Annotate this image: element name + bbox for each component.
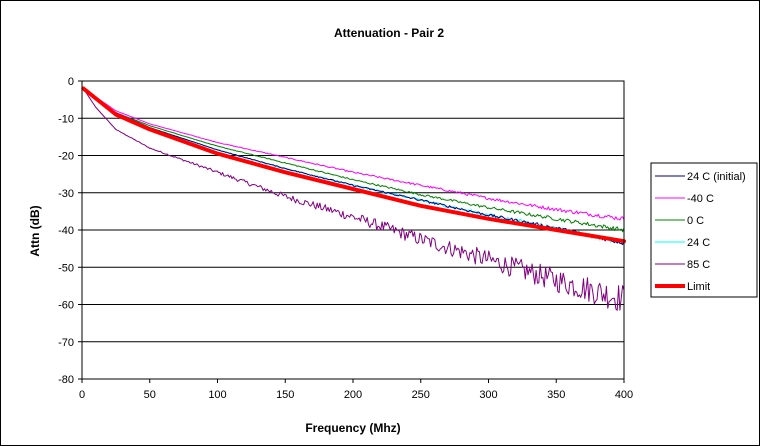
y-tick-label: -10 [58, 113, 74, 125]
y-tick-label: -80 [58, 374, 74, 386]
legend-label-24-c-initial: 24 C (initial) [687, 171, 746, 183]
y-tick-label: -50 [58, 262, 74, 274]
x-tick-label: 350 [547, 389, 565, 401]
legend-box [650, 162, 758, 298]
y-tick-label: -30 [58, 188, 74, 200]
y-tick-label: -40 [58, 225, 74, 237]
x-tick-label: 0 [79, 389, 85, 401]
series-line-85-c [82, 87, 625, 311]
legend: 24 C (initial) -40 C 0 C 24 C 85 C Limit [650, 162, 758, 298]
x-tick-label: 200 [344, 389, 362, 401]
x-tick-label: 50 [144, 389, 156, 401]
y-tick-label: -60 [58, 300, 74, 312]
axis-ticks: 0 -10 -20 -30 -40 -50 -60 -70 -80 0 50 100 150 200 250… [58, 76, 633, 401]
legend-label-0-c: 0 C [687, 215, 704, 227]
x-tick-label: 100 [208, 389, 226, 401]
series-line-24-c-initial [82, 87, 625, 246]
legend-label-limit: Limit [687, 281, 710, 293]
series-lines [81, 86, 626, 311]
chart-title: Attenuation - Pair 2 [334, 26, 444, 40]
x-tick-label: 250 [412, 389, 430, 401]
x-tick-label: 400 [615, 389, 633, 401]
x-tick-label: 150 [276, 389, 294, 401]
series-line-24-c [82, 88, 625, 245]
y-tick-label: -70 [58, 337, 74, 349]
legend-label-24-c: 24 C [687, 237, 710, 249]
y-axis-title: Attn (dB) [28, 205, 42, 256]
y-tick-label: -20 [58, 151, 74, 163]
series-line-40-c [82, 88, 625, 221]
legend-label-40-c: -40 C [687, 193, 714, 205]
y-tick-label: 0 [68, 76, 74, 88]
series-line-limit [81, 86, 626, 244]
grid [82, 80, 624, 380]
x-tick-label: 300 [479, 389, 497, 401]
x-axis-title: Frequency (Mhz) [305, 421, 400, 435]
series-line-0-c [82, 88, 625, 233]
legend-label-85-c: 85 C [687, 259, 710, 271]
